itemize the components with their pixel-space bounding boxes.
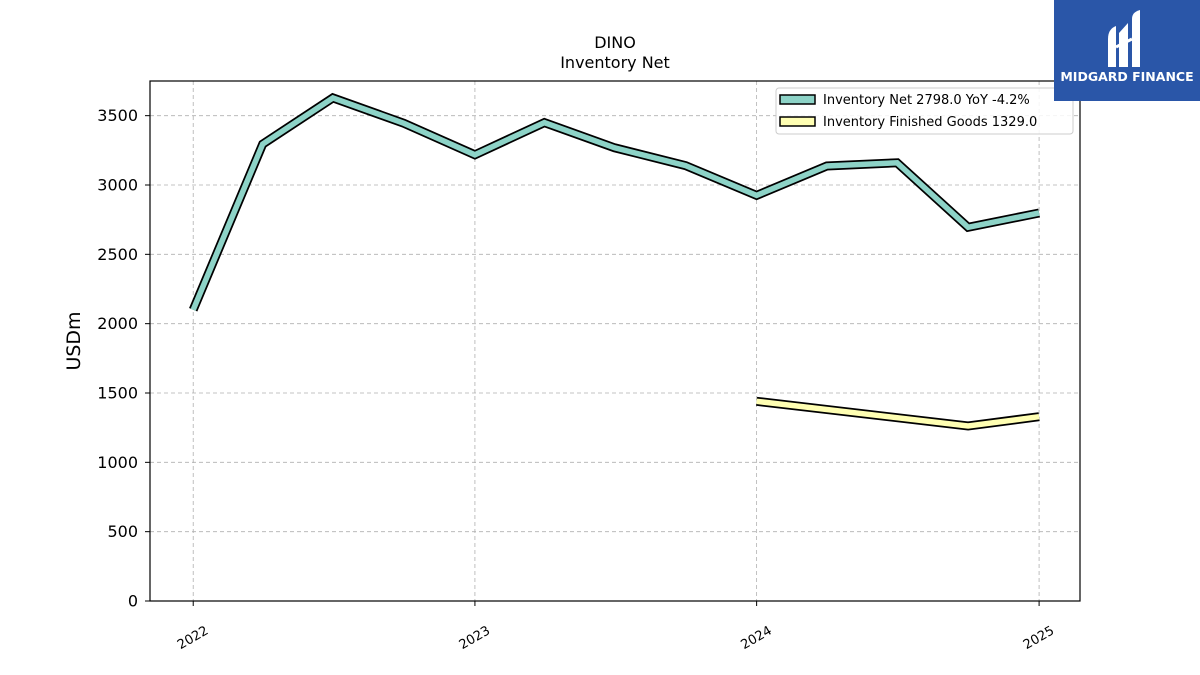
legend-box [775,87,1074,135]
series-line-inventory-finished-goods [756,398,1040,429]
midgard-logo-icon [1108,10,1140,67]
legend: Inventory Net 2798.0 YoY -4.2% Inventory… [775,87,1074,135]
chart-subtitle: Inventory Net [560,53,670,72]
y-tick-label: 2500 [97,245,138,264]
y-tick-label: 0 [128,592,138,611]
grid-lines [150,81,1080,602]
y-tick-label: 1500 [97,384,138,403]
y-tick-label: 500 [107,522,138,541]
y-tick-label: 1000 [97,453,138,472]
brand-logo-text: MIDGARD FINANCE [1060,69,1194,84]
legend-label-inventory-net: Inventory Net 2798.0 YoY -4.2% [823,93,1030,108]
y-axis-label: USDm [63,311,85,370]
y-tick-label: 3500 [97,106,138,125]
series-line-inventory-net [190,94,1040,311]
legend-swatch-inventory-finished-goods [779,116,816,127]
legend-label-inventory-finished-goods: Inventory Finished Goods 1329.0 [823,115,1037,130]
series-layer [189,92,1040,431]
x-tick-label: 2022 [175,623,211,653]
plot-frame [149,80,1081,602]
y-tick-label: 3000 [97,176,138,195]
chart-title: DINO [594,33,636,52]
x-tick-label: 2024 [738,623,774,653]
x-tick-label: 2023 [457,623,493,653]
y-tick-label: 2000 [97,314,138,333]
x-tick-label: 2025 [1021,623,1057,653]
brand-logo: MIDGARD FINANCE [1054,0,1200,101]
legend-swatch-inventory-net [779,94,816,105]
